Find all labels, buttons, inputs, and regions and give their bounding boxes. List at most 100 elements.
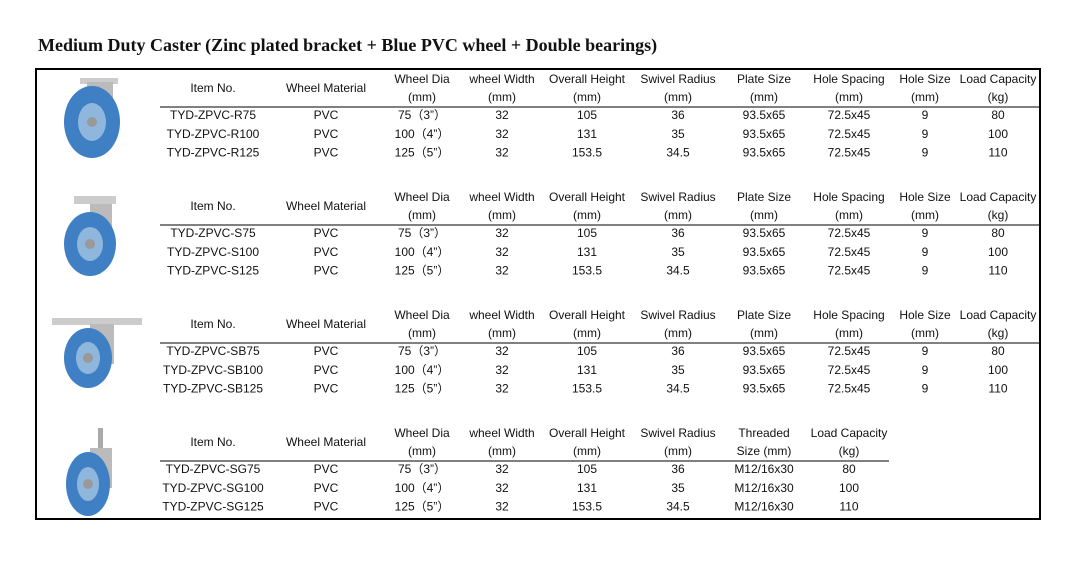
header-cell: Hole Spacing [813, 72, 884, 86]
table-cell: 34.5 [666, 264, 690, 278]
header-cell: Plate Size [737, 190, 791, 204]
table-cell: 100（4”） [395, 245, 450, 259]
header-cell: Load Capacity [960, 190, 1037, 204]
header-cell: (mm) [573, 444, 601, 458]
table-cell: 36 [671, 462, 685, 476]
table-cell: 35 [671, 127, 685, 141]
table-cell: M12/16x30 [734, 462, 794, 476]
header-cell: (mm) [573, 208, 601, 222]
table-cell: 32 [495, 363, 509, 377]
table-cell: 125（5”） [395, 500, 450, 514]
header-cell: Hole Size [899, 308, 951, 322]
header-cell: Swivel Radius [640, 426, 715, 440]
table-cell: TYD-ZPVC-SG75 [166, 462, 261, 476]
header-cell: Wheel Material [286, 435, 366, 449]
caster-images [52, 78, 142, 516]
header-cell: Threaded [738, 426, 789, 440]
table-cell: 36 [671, 226, 685, 240]
header-cell: (mm) [750, 90, 778, 104]
table-cell: 93.5x65 [743, 226, 786, 240]
table-cell: 110 [988, 382, 1007, 396]
header-cell: wheel Width [468, 308, 534, 322]
table-cell: TYD-ZPVC-SG100 [162, 481, 264, 495]
table-cell: PVC [314, 264, 339, 278]
table-cell: 125（5”） [395, 382, 450, 396]
table-cell: 131 [577, 363, 597, 377]
header-cell: (mm) [408, 208, 436, 222]
table-cell: PVC [314, 500, 339, 514]
table-cell: 34.5 [666, 146, 690, 160]
table-cell: 131 [577, 481, 597, 495]
header-cell: Wheel Material [286, 199, 366, 213]
table-cell: 125（5”） [395, 264, 450, 278]
table-cell: 9 [922, 382, 929, 396]
table-cell: 80 [842, 462, 856, 476]
header-cell: Swivel Radius [640, 72, 715, 86]
header-cell: Overall Height [549, 72, 626, 86]
table-cell: 105 [577, 226, 597, 240]
table-cell: TYD-ZPVC-R75 [170, 108, 256, 122]
table-cell: PVC [314, 382, 339, 396]
header-cell: Wheel Material [286, 81, 366, 95]
header-cell: Overall Height [549, 190, 626, 204]
header-cell: (kg) [988, 90, 1009, 104]
table-cell: 105 [577, 462, 597, 476]
table-cell: 35 [671, 363, 685, 377]
table-cell: 34.5 [666, 382, 690, 396]
header-cell: wheel Width [468, 190, 534, 204]
table-cell: 32 [495, 226, 509, 240]
table-cell: 93.5x65 [743, 363, 786, 377]
table-cell: 35 [671, 481, 685, 495]
table-cell: 9 [922, 226, 929, 240]
table-cell: 100 [839, 481, 859, 495]
table-cell: 72.5x45 [828, 245, 871, 259]
table-cell: TYD-ZPVC-SB75 [166, 344, 260, 358]
table-cell: 153.5 [572, 382, 602, 396]
table-cell: 131 [577, 245, 597, 259]
table-cell: 75（3”） [398, 462, 446, 476]
table-cell: PVC [314, 226, 339, 240]
header-cell: (mm) [488, 444, 516, 458]
header-cell: (mm) [664, 326, 692, 340]
table-cell: 72.5x45 [828, 382, 871, 396]
table-cell: 32 [495, 264, 509, 278]
table-cell: 93.5x65 [743, 245, 786, 259]
header-cell: Item No. [190, 81, 235, 95]
table-cell: 153.5 [572, 500, 602, 514]
header-cell: Item No. [190, 199, 235, 213]
header-cell: (mm) [835, 208, 863, 222]
table-cell: 72.5x45 [828, 127, 871, 141]
table-cell: M12/16x30 [734, 500, 794, 514]
header-cell: (mm) [911, 90, 939, 104]
table-cell: 9 [922, 264, 929, 278]
header-cell: (mm) [835, 326, 863, 340]
caster-image [64, 78, 120, 158]
table-cell: 100（4”） [395, 127, 450, 141]
header-cell: Wheel Dia [394, 426, 450, 440]
table-cell: 32 [495, 500, 509, 514]
header-cell: wheel Width [468, 72, 534, 86]
table-cell: 100 [988, 245, 1008, 259]
header-cell: (mm) [573, 326, 601, 340]
header-cell: (mm) [750, 208, 778, 222]
header-cell: (mm) [488, 208, 516, 222]
header-cell: wheel Width [468, 426, 534, 440]
table-cell: 9 [922, 127, 929, 141]
header-cell: Hole Size [899, 72, 951, 86]
table-cell: TYD-ZPVC-R125 [167, 146, 260, 160]
header-cell: Swivel Radius [640, 190, 715, 204]
table-cell: TYD-ZPVC-SB125 [163, 382, 263, 396]
table-cell: 72.5x45 [828, 264, 871, 278]
header-cell: Wheel Dia [394, 190, 450, 204]
table-cell: 93.5x65 [743, 146, 786, 160]
table-cell: 36 [671, 344, 685, 358]
table-cell: 93.5x65 [743, 382, 786, 396]
table-cell: 93.5x65 [743, 344, 786, 358]
table-cell: 105 [577, 344, 597, 358]
table-cell: 72.5x45 [828, 363, 871, 377]
header-cell: Wheel Dia [394, 308, 450, 322]
table-cell: 100 [988, 363, 1008, 377]
table-cell: PVC [314, 245, 339, 259]
table-cell: 35 [671, 245, 685, 259]
